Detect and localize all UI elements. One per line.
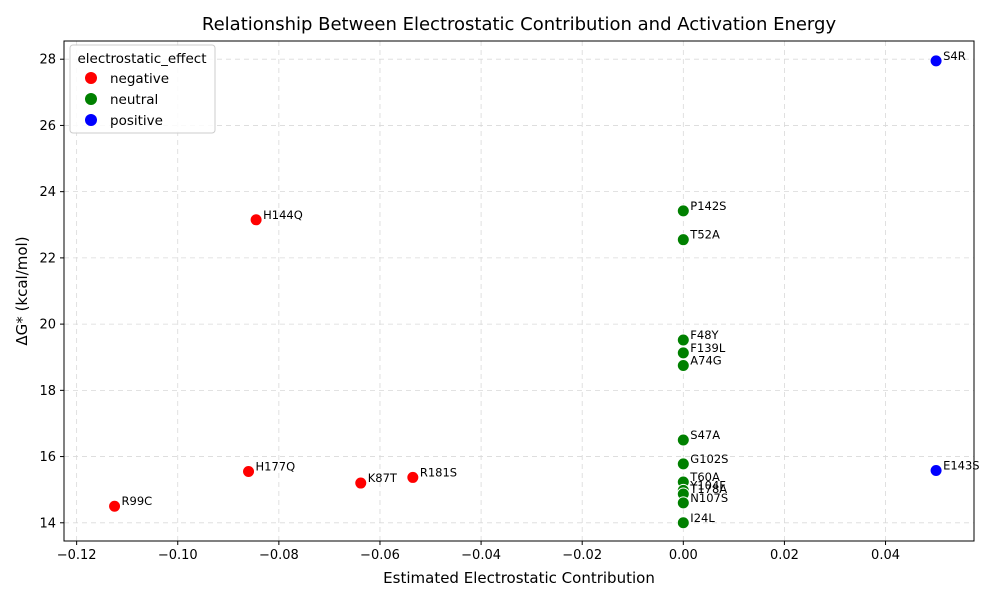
- legend: electrostatic_effect negative neutral posi…: [69, 44, 216, 134]
- x-tick-label: −0.02: [562, 548, 602, 563]
- point-label-r99c: R99C: [122, 494, 153, 508]
- point-label-t178a: T178A: [689, 482, 727, 496]
- legend-label-positive: positive: [110, 113, 163, 129]
- point-label-f139l: F139L: [690, 341, 726, 355]
- legend-marker-neutral: [85, 93, 97, 105]
- point-label-p142s: P142S: [690, 199, 726, 213]
- x-axis-title: Estimated Electrostatic Contribution: [383, 569, 655, 587]
- data-point-t52a: [676, 233, 690, 247]
- axes: [63, 40, 975, 542]
- point-label-k87t: K87T: [368, 471, 398, 485]
- y-tick-label: 20: [39, 318, 56, 333]
- data-point-i24l: [676, 516, 690, 530]
- data-point-r181s: [406, 470, 420, 484]
- data-point-a74g: [676, 359, 690, 373]
- y-tick-label: 26: [39, 119, 56, 134]
- data-point-r99c: [108, 499, 122, 513]
- legend-box: [69, 44, 216, 134]
- x-tick-label: 0.00: [669, 548, 698, 563]
- y-tick-label: 28: [39, 53, 56, 68]
- x-tick-label: −0.12: [57, 548, 97, 563]
- point-label-h177q: H177Q: [256, 459, 296, 473]
- x-tick-label: 0.02: [770, 548, 799, 563]
- data-point-p142s: [676, 204, 690, 218]
- point-label-a74g: A74G: [690, 354, 721, 368]
- data-point-n107s: [676, 496, 690, 510]
- ticks: −0.12 −0.10 −0.08 −0.06 −0.04 −0.02 0.00 0.02 0.…: [39, 53, 900, 563]
- legend-marker-negative: [85, 72, 97, 84]
- data-point-s4r: [929, 54, 943, 68]
- legend-title: electrostatic_effect: [77, 51, 206, 67]
- point-label-t52a: T52A: [689, 228, 720, 242]
- chart-title: Relationship Between Electrostatic Contr…: [202, 14, 837, 35]
- data-points: [108, 54, 943, 530]
- x-tick-label: −0.10: [158, 548, 198, 563]
- point-label-s47a: S47A: [690, 428, 720, 442]
- x-tick-label: −0.04: [461, 548, 501, 563]
- point-label-t60a: T60A: [689, 470, 720, 484]
- data-point-s47a: [676, 433, 690, 447]
- point-label-e143s: E143S: [943, 458, 980, 472]
- y-tick-label: 16: [39, 450, 56, 465]
- data-point-g102s: [676, 457, 690, 471]
- x-tick-label: 0.04: [871, 548, 900, 563]
- point-label-s4r: S4R: [943, 49, 966, 63]
- legend-label-neutral: neutral: [110, 92, 158, 108]
- data-point-e143s: [929, 463, 943, 477]
- y-tick-label: 18: [39, 384, 56, 399]
- legend-label-negative: negative: [110, 71, 169, 87]
- data-point-k87t: [354, 476, 368, 490]
- y-tick-label: 22: [39, 251, 56, 266]
- y-tick-label: 24: [39, 185, 56, 200]
- plot-frame: [63, 40, 975, 542]
- data-point-f139l: [676, 346, 690, 360]
- y-axis-title: ΔG* (kcal/mol): [13, 236, 31, 345]
- x-tick-label: −0.08: [259, 548, 299, 563]
- point-label-g102s: G102S: [690, 452, 728, 466]
- point-label-i24l: I24L: [690, 511, 715, 525]
- legend-marker-positive: [85, 114, 97, 126]
- point-label-r181s: R181S: [420, 465, 457, 479]
- data-point-f48y: [676, 333, 690, 347]
- point-label-h144q: H144Q: [263, 208, 303, 222]
- point-label-n107s: N107S: [690, 491, 728, 505]
- point-labels: S4R E143S H144Q H177Q K87T R181S R99C P142S T52A…: [122, 49, 980, 525]
- point-label-y104f: Y104F: [689, 478, 726, 492]
- x-tick-label: −0.06: [360, 548, 400, 563]
- data-point-h177q: [242, 464, 256, 478]
- point-label-f48y: F48Y: [690, 328, 719, 342]
- data-point-h144q: [249, 213, 263, 227]
- y-tick-label: 14: [39, 516, 56, 531]
